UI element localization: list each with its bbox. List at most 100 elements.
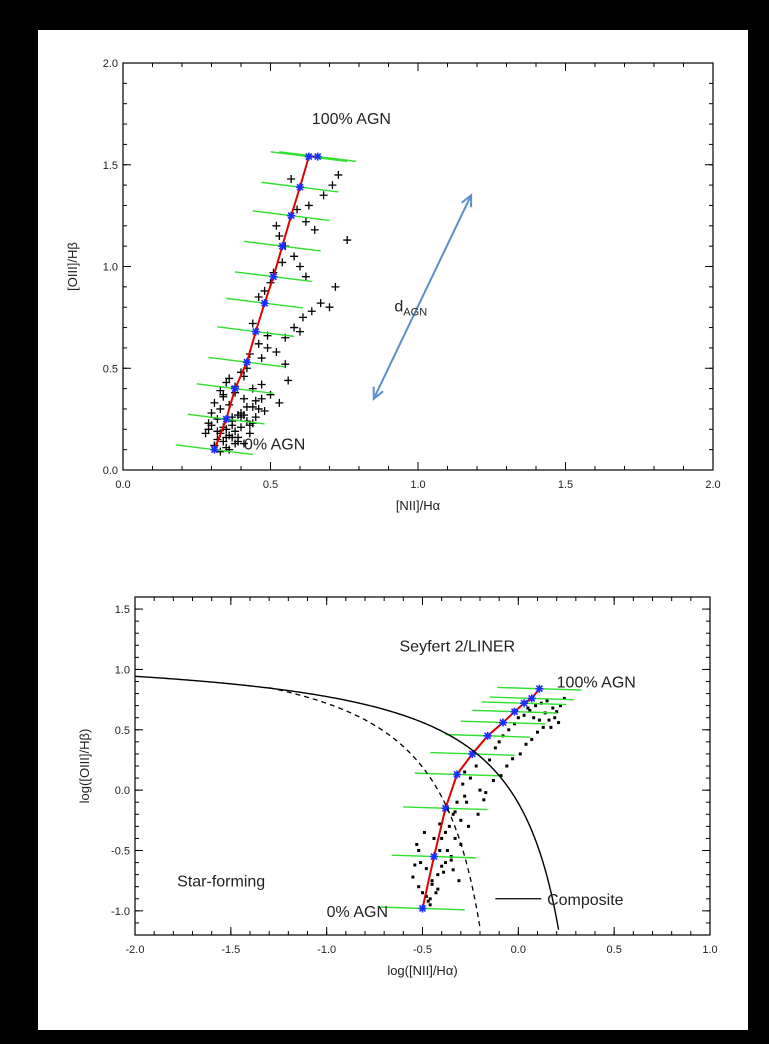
data-point (248, 319, 257, 328)
data-point (413, 863, 417, 867)
data-point (444, 830, 447, 834)
annotation-100-agn: 100% AGN (557, 675, 636, 692)
data-point (497, 740, 501, 744)
data-point (254, 293, 263, 302)
data-point (562, 696, 566, 700)
mixing-marker (527, 694, 536, 703)
data-point (216, 404, 225, 413)
data-point (245, 429, 254, 438)
y-tick-label: -0.5 (111, 846, 130, 858)
data-point (316, 299, 325, 308)
data-point (296, 327, 304, 336)
data-point (290, 323, 299, 332)
plot-frame (122, 62, 714, 471)
data-point (488, 758, 492, 762)
dagn-arrow-head-top (461, 193, 473, 208)
x-tick-label: -1.5 (221, 944, 240, 956)
data-point (440, 864, 444, 868)
data-point (216, 447, 225, 456)
mixing-marker (483, 731, 492, 740)
data-point (248, 402, 257, 411)
mixing-marker (260, 299, 269, 308)
data-point (290, 252, 299, 261)
data-point (257, 394, 266, 403)
dagn-arrow-head-bottom (372, 386, 384, 401)
data-point (536, 730, 539, 734)
mixing-marker (304, 152, 313, 161)
data-point (482, 798, 486, 802)
data-point (447, 824, 451, 828)
data-point (278, 258, 287, 267)
mixing-marker (499, 718, 507, 727)
data-point (284, 376, 293, 385)
figure-svg: 0.0 0.5 1.0 1.5 2.0 0.0 0.5 1.0 1.5 2.0 [NII]/Hα [O… (65, 58, 721, 978)
data-point (239, 411, 248, 420)
data-point (298, 313, 307, 322)
data-point (287, 174, 296, 183)
data-point (516, 716, 520, 720)
x-tick-label: 0.5 (607, 944, 622, 956)
kewley-curve (134, 675, 560, 930)
data-point (222, 433, 231, 442)
data-point (465, 800, 469, 804)
data-point (553, 716, 557, 720)
data-point (219, 437, 228, 446)
data-point (547, 718, 551, 722)
data-point (275, 231, 284, 240)
y-tick-label: 2.0 (103, 58, 118, 70)
annotation-star-forming: Star-forming (177, 874, 265, 891)
x-tick-label: 1.0 (410, 479, 425, 491)
data-point (260, 406, 269, 415)
data-point (549, 725, 553, 729)
x-tick-label: 0.0 (115, 479, 130, 491)
data-point (557, 721, 561, 725)
data-point (421, 891, 424, 895)
data-point (468, 776, 472, 780)
data-point (417, 849, 421, 852)
mixing-marker (468, 749, 477, 758)
mixing-line (213, 155, 318, 451)
data-point (263, 343, 272, 352)
x-tick-label: -2.0 (126, 944, 145, 956)
data-point (551, 706, 555, 710)
annotation-seyfert-liner: Seyfert 2/LINER (400, 638, 516, 655)
data-point (239, 439, 248, 448)
data-point (307, 307, 316, 316)
data-point (499, 774, 503, 778)
data-point (507, 728, 511, 732)
data-point (415, 842, 419, 846)
x-axis-label: [NII]/Hα (396, 498, 441, 513)
data-point (275, 398, 284, 407)
data-point (424, 894, 428, 898)
data-point (343, 236, 352, 245)
data-point (476, 812, 480, 816)
data-point (213, 415, 222, 424)
data-point (231, 439, 240, 448)
mixing-marker (441, 804, 450, 813)
data-point (457, 879, 461, 883)
annotation-composite: Composite (547, 892, 624, 909)
data-point (445, 849, 449, 852)
annotation-dagn-main: d (394, 298, 403, 315)
mixing-marker (430, 852, 438, 861)
mixing-marker (210, 445, 219, 454)
data-point (449, 858, 453, 862)
data-point (545, 699, 549, 703)
data-point (325, 303, 334, 312)
mixing-marker (278, 242, 287, 251)
mixing-marker (269, 272, 278, 281)
data-point (251, 396, 260, 405)
data-point (428, 897, 432, 901)
data-point (438, 849, 442, 852)
y-tick-label: 1.5 (103, 160, 118, 172)
data-point (257, 354, 266, 363)
data-point (478, 788, 482, 792)
data-point (559, 704, 562, 708)
data-point (426, 899, 430, 903)
y-tick-label: -1.0 (111, 906, 130, 918)
data-point (463, 794, 467, 798)
data-point (201, 429, 210, 438)
mixing-marker (510, 707, 519, 716)
y-tick-label: 0.0 (115, 785, 130, 797)
data-point (310, 225, 319, 234)
